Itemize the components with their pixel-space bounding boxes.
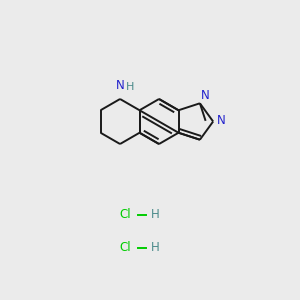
Text: H: H: [151, 241, 159, 254]
Text: Cl: Cl: [120, 208, 131, 221]
Text: N: N: [200, 89, 209, 102]
Text: N: N: [217, 114, 226, 127]
Text: H: H: [151, 208, 159, 221]
Text: Cl: Cl: [120, 241, 131, 254]
Text: H: H: [125, 82, 134, 92]
Text: N: N: [116, 80, 124, 92]
